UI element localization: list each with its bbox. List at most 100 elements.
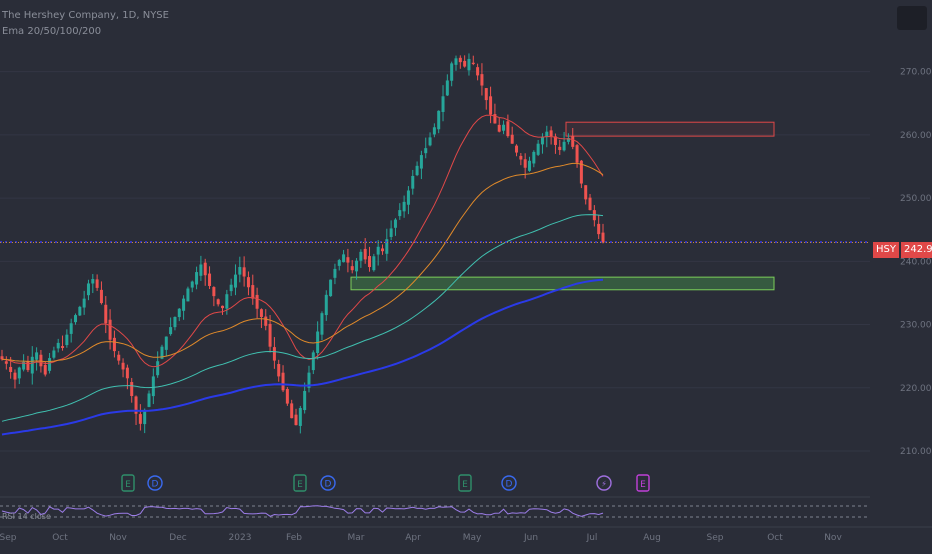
candle-body <box>442 96 445 112</box>
candle-body <box>204 263 207 276</box>
candle-body <box>256 295 259 309</box>
candle-body <box>230 285 233 291</box>
candle-body <box>52 350 55 357</box>
earnings-marker: E <box>122 475 134 491</box>
candle-body <box>282 373 285 391</box>
time-axis-label: Sep <box>707 533 724 543</box>
candle-body <box>122 363 125 370</box>
price-axis-label: 260.00 <box>900 131 932 141</box>
candle-body <box>148 393 151 406</box>
candle-body <box>238 267 241 275</box>
candle-body <box>446 80 449 95</box>
candle-body <box>286 389 289 404</box>
candle-body <box>502 125 505 131</box>
dividend-letter: D <box>325 480 332 490</box>
candle-body <box>528 161 531 171</box>
candle-body <box>169 327 172 334</box>
candle-body <box>459 58 462 62</box>
candle-body <box>117 355 120 361</box>
candle-body <box>87 283 90 295</box>
candle-body <box>381 248 384 251</box>
candle-body <box>126 368 129 379</box>
candle-body <box>217 299 220 304</box>
candle-body <box>511 135 514 144</box>
candle-body <box>61 346 64 348</box>
candle-body <box>130 382 133 396</box>
supply-zone <box>566 122 774 136</box>
candle-body <box>589 198 592 210</box>
candle-body <box>429 137 432 145</box>
candle-body <box>364 249 367 260</box>
earnings-marker: E <box>459 475 471 491</box>
indicator-legend[interactable]: Ema 20/50/100/200 <box>2 26 101 37</box>
candle-body <box>195 272 198 284</box>
candle-body <box>273 347 276 360</box>
chart-title: The Hershey Company, 1D, NYSE <box>2 10 169 21</box>
candle-body <box>416 166 419 175</box>
candle-body <box>182 299 185 311</box>
candle-body <box>65 335 68 345</box>
dividend-marker: D <box>321 476 335 490</box>
candle-body <box>433 127 436 134</box>
candle-body <box>351 266 354 270</box>
time-axis-label: Apr <box>405 533 421 543</box>
price-axis: 270.00260.00250.00240.00230.00220.00210.… <box>900 68 932 457</box>
candle-body <box>260 309 263 317</box>
candle-body <box>498 125 501 132</box>
candle-body <box>5 361 8 363</box>
price-axis-label: 230.00 <box>900 321 932 331</box>
candle-body <box>48 358 51 371</box>
candle-body <box>506 121 509 136</box>
candle-body <box>537 144 540 155</box>
dividend-letter: D <box>152 480 159 490</box>
candle-body <box>31 357 34 374</box>
candle-body <box>299 408 302 426</box>
zones-layer <box>351 122 774 290</box>
candle-body <box>251 285 254 299</box>
candle-body <box>411 176 414 189</box>
time-axis-label: 2023 <box>229 533 252 543</box>
candle-body <box>9 367 12 372</box>
candle-body <box>208 274 211 286</box>
earnings-marker: E <box>294 475 306 491</box>
earnings-letter: E <box>640 480 646 490</box>
candle-body <box>96 279 99 287</box>
candle-body <box>57 343 60 349</box>
candle-body <box>13 373 16 380</box>
split-marker: ⚡ <box>597 476 611 490</box>
split-symbol: ⚡ <box>601 480 607 489</box>
candle-body <box>143 410 146 424</box>
ema100-line <box>2 215 603 422</box>
candle-body <box>476 67 479 75</box>
candle-body <box>221 306 224 308</box>
time-axis-label: Feb <box>286 533 302 543</box>
time-axis-label: Dec <box>169 533 186 543</box>
candle-body <box>489 96 492 114</box>
rsi-legend[interactable]: RSI 14 close <box>2 512 51 521</box>
candle-body <box>355 261 358 272</box>
candle-body <box>78 307 81 316</box>
candle-body <box>558 147 561 150</box>
time-axis-label: Mar <box>348 533 365 543</box>
candle-body <box>264 317 267 326</box>
candle-body <box>368 256 371 267</box>
candle-body <box>515 146 518 153</box>
candle-body <box>597 224 600 234</box>
candle-body <box>519 156 522 160</box>
candle-body <box>454 58 457 65</box>
candle-body <box>290 403 293 418</box>
candle-body <box>571 136 574 147</box>
candle-body <box>18 368 21 379</box>
candles-layer <box>1 53 605 433</box>
candle-body <box>472 63 475 64</box>
candle-body <box>83 299 86 308</box>
candle-body <box>563 142 566 151</box>
candle-body <box>247 277 250 287</box>
candle-body <box>191 282 194 288</box>
candle-body <box>333 269 336 278</box>
candle-body <box>243 267 246 276</box>
candle-body <box>485 88 488 100</box>
candle-body <box>277 364 280 376</box>
